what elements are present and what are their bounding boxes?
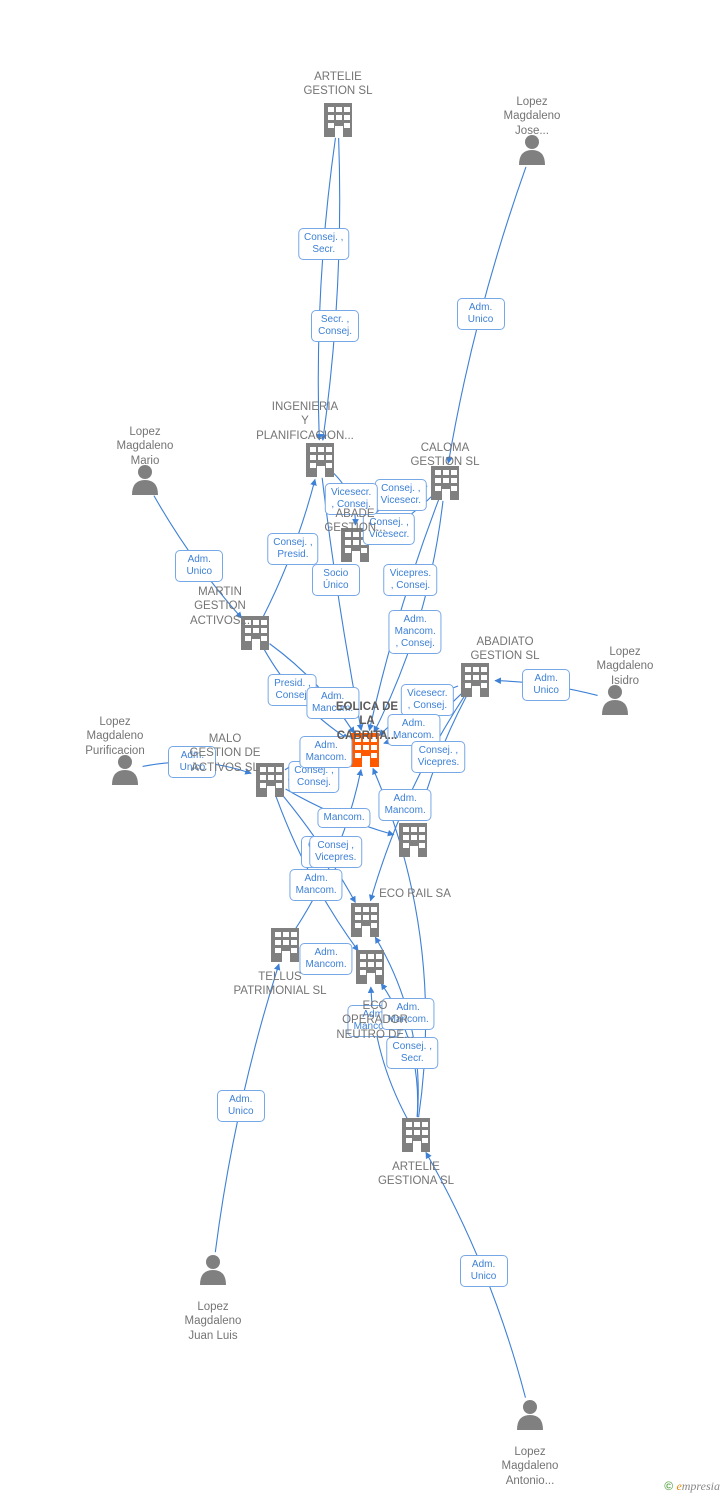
company-icon[interactable] bbox=[461, 663, 489, 697]
company-icon[interactable] bbox=[351, 733, 379, 767]
person-icon[interactable] bbox=[112, 755, 138, 785]
edge-label: Adm. Mancom. bbox=[300, 736, 353, 768]
edge-label: Adm. Mancom. bbox=[300, 943, 353, 975]
edge-label: Consej. , Secr. bbox=[298, 228, 349, 260]
company-icon[interactable] bbox=[356, 950, 384, 984]
company-icon[interactable] bbox=[351, 903, 379, 937]
edge-label: Adm. Unico bbox=[460, 1255, 508, 1287]
edge-label: Adm. Mancom. , Consej. bbox=[389, 610, 442, 654]
edge-label: Adm. Mancom. bbox=[306, 687, 359, 719]
company-icon[interactable] bbox=[402, 1118, 430, 1152]
edge-label: Vicesecr. , Consej. bbox=[401, 684, 453, 716]
edge bbox=[318, 138, 335, 440]
edge-label: Consej. , Vicesecr. bbox=[375, 479, 427, 511]
watermark: © empresia bbox=[664, 1479, 720, 1494]
company-icon[interactable] bbox=[256, 763, 284, 797]
edge-label: Consej. , Presid. bbox=[267, 533, 318, 565]
edge-label: Adm. Mancom. bbox=[382, 998, 435, 1030]
edge bbox=[323, 138, 340, 440]
edge-label: Socio Único bbox=[312, 564, 360, 596]
edge-label: Vicesecr. , Consej. bbox=[325, 483, 377, 515]
edge-label: Adm. Unico bbox=[217, 1090, 265, 1122]
edge-label: Adm. Unico bbox=[168, 746, 216, 778]
company-icon[interactable] bbox=[241, 616, 269, 650]
brand-rest: mpresia bbox=[682, 1479, 720, 1493]
company-icon[interactable] bbox=[431, 466, 459, 500]
company-icon[interactable] bbox=[306, 443, 334, 477]
person-icon[interactable] bbox=[200, 1255, 226, 1285]
company-icon[interactable] bbox=[271, 928, 299, 962]
edge-label: Consej , Vicepres. bbox=[309, 836, 363, 868]
company-icon[interactable] bbox=[324, 103, 352, 137]
edge-label: Adm. Mancom. bbox=[379, 789, 432, 821]
edge-label: Mancom. bbox=[317, 808, 370, 828]
edge-label: Consej. , Vicesecr. bbox=[363, 513, 415, 545]
company-icon[interactable] bbox=[399, 823, 427, 857]
edge-label: Adm. Mancom. bbox=[290, 869, 343, 901]
edge-label: Adm. Unico bbox=[522, 669, 570, 701]
edge-label: Vicepres. , Consej. bbox=[384, 564, 438, 596]
person-icon[interactable] bbox=[519, 135, 545, 165]
copyright-symbol: © bbox=[664, 1479, 673, 1493]
edge-label: Secr. , Consej. bbox=[311, 310, 359, 342]
edge-label: Adm. Unico bbox=[457, 298, 505, 330]
person-icon[interactable] bbox=[132, 465, 158, 495]
edge-label: Consej. , Vicepres. bbox=[412, 741, 466, 773]
edge-label: Consej. , Secr. bbox=[387, 1037, 438, 1069]
network-canvas bbox=[0, 0, 728, 1500]
person-icon[interactable] bbox=[602, 685, 628, 715]
person-icon[interactable] bbox=[517, 1400, 543, 1430]
edge-label: Adm. Unico bbox=[175, 550, 223, 582]
